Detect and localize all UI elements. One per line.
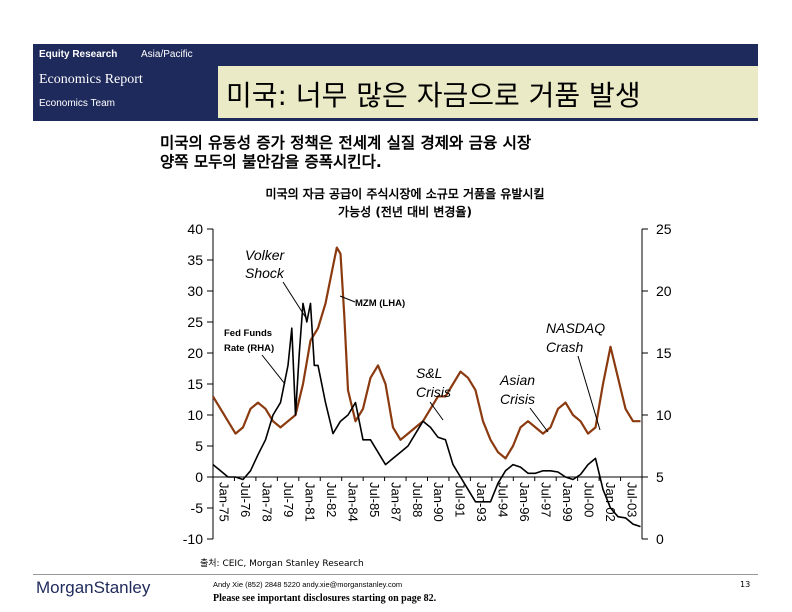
page-number: 13: [740, 580, 751, 589]
y-left-tick-label: 15: [187, 376, 203, 392]
x-tick-label: Jul-03: [624, 482, 639, 517]
x-tick-label: Jul-79: [281, 482, 296, 517]
annotation-fed-funds-2: Rate (RHA): [224, 343, 274, 354]
morgan-stanley-logo: MorganStanley: [36, 578, 151, 597]
annotation-shock: Shock: [245, 265, 285, 281]
y-right-tick-label: 0: [656, 531, 664, 547]
analyst-contact: Andy Xie (852) 2848 5220 andy.xie@morgan…: [213, 580, 403, 589]
y-right-tick-label: 10: [656, 407, 672, 423]
pointer-fed-funds: [261, 354, 286, 385]
annotation-volker: Volker: [245, 247, 286, 263]
header-title-panel: 미국: 너무 많은 자금으로 거품 발생: [218, 66, 758, 118]
x-tick-label: Jan-81: [303, 482, 318, 522]
annotation-sl-1: S&L: [416, 365, 442, 381]
y-right-tick-label: 20: [656, 283, 672, 299]
annotation-asian-2: Crisis: [500, 391, 535, 407]
x-tick-label: Jul-91: [453, 482, 468, 517]
x-tick-label: Jan-90: [431, 482, 446, 522]
annotation-mzm: MZM (LHA): [355, 298, 405, 309]
page-title: 미국: 너무 많은 자금으로 거품 발생: [226, 79, 641, 112]
y-left-tick-label: 35: [187, 252, 203, 268]
y-left-tick-label: -5: [191, 500, 204, 516]
division-label: Equity Research: [39, 49, 118, 60]
annotation-asian-1: Asian: [499, 372, 535, 388]
y-left-tick-label: -10: [183, 531, 203, 547]
annotation-nasdaq-2: Crash: [546, 339, 584, 355]
y-left-tick-label: 10: [187, 407, 203, 423]
y-left-tick-label: 30: [187, 283, 203, 299]
header-left-panel: Economics Report Economics Team: [33, 66, 218, 118]
annotation-nasdaq-1: NASDAQ: [546, 320, 605, 336]
annotation-fed-funds-1: Fed Funds: [224, 328, 272, 339]
x-tick-label: Jul-97: [538, 482, 553, 517]
team-name: Economics Team: [39, 98, 115, 109]
x-tick-label: Jul-94: [496, 482, 511, 517]
y-right-tick-label: 25: [656, 221, 672, 237]
chart-source: 출처: CEIC, Morgan Stanley Research: [200, 559, 364, 569]
series-line-mzm: [212, 246, 641, 460]
pointer-volker: [282, 281, 307, 319]
pointer-asian: [529, 407, 549, 433]
pointer-nasdaq: [577, 355, 601, 431]
pointer-mzm: [339, 295, 356, 303]
x-tick-label: Jan-96: [517, 482, 532, 522]
y-left-tick-label: 20: [187, 345, 203, 361]
pointer-sl: [429, 401, 444, 421]
x-tick-label: Jan-99: [560, 482, 575, 522]
annotation-sl-2: Crisis: [416, 384, 451, 400]
x-tick-label: Jan-84: [345, 482, 360, 522]
x-tick-label: Jan-02: [603, 482, 618, 522]
x-tick-label: Jan-78: [260, 482, 275, 522]
summary-line-2: 양쪽 모두의 불안감을 증폭시킨다.: [160, 153, 382, 171]
summary-text: 미국의 유동성 증가 정책은 전세계 실질 경제와 금융 시장 양쪽 모두의 불…: [160, 134, 720, 172]
chart-title-line-1: 미국의 자금 공급이 주식시장에 소규모 거품을 유발시킬: [266, 186, 545, 201]
chart-title-line-2: 가능성 (전년 대비 변경율): [338, 204, 472, 219]
y-right-tick-label: 5: [656, 469, 664, 485]
x-tick-label: Jul-88: [410, 482, 425, 517]
plot-area: -10 -5 0 5 10 15 20 25 30 35 40 0 5 10 15 20 25 Jan-75 Jul…: [183, 221, 672, 547]
x-tick-label: Jul-76: [238, 482, 253, 517]
footer-divider: [33, 574, 758, 575]
top-bar: Equity Research Asia/Pacific: [33, 44, 758, 66]
y-left-tick-label: 40: [187, 221, 203, 237]
y-left-tick-label: 25: [187, 314, 203, 330]
region-label: Asia/Pacific: [141, 49, 193, 60]
disclosure-link[interactable]: Please see important disclosures startin…: [213, 593, 437, 604]
x-tick-label: Jan-87: [388, 482, 403, 522]
y-right-tick-label: 15: [656, 345, 672, 361]
x-tick-label: Jan-75: [217, 482, 232, 522]
header-divider: [33, 118, 758, 121]
report-type: Economics Report: [39, 72, 143, 87]
series-line-fed-funds: [212, 302, 641, 528]
y-left-tick-label: 5: [195, 438, 203, 454]
x-tick-label: Jul-82: [324, 482, 339, 517]
x-tick-label: Jul-85: [367, 482, 382, 517]
summary-line-1: 미국의 유동성 증가 정책은 전세계 실질 경제와 금융 시장: [160, 134, 532, 152]
y-left-tick-label: 0: [195, 469, 203, 485]
x-tick-label: Jul-00: [581, 482, 596, 517]
